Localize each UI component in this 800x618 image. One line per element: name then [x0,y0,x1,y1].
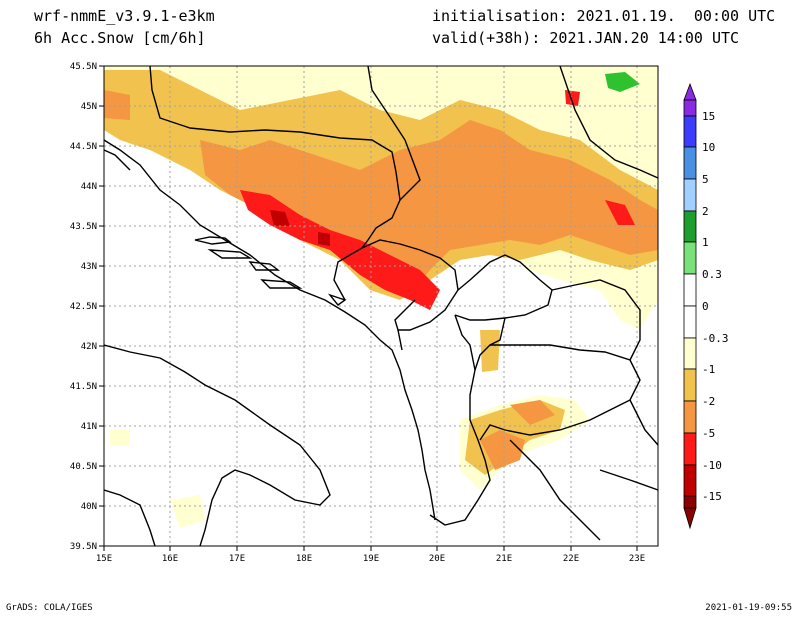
coastlines-borders [104,66,658,546]
colorbar-label: -10 [702,459,722,472]
valid-time: valid(+38h): 2021.JAN.20 14:00 UTC [432,29,740,47]
colorbar-bottom-arrow [683,507,697,530]
colorbar-label: -15 [702,490,722,503]
colorbar-swatch [683,146,697,180]
lon-label: 23E [629,554,645,564]
colorbar-swatch [683,241,697,275]
lon-label: 20E [429,554,445,564]
colorbar-label: 10 [702,141,715,154]
lat-label: 41N [81,422,97,432]
model-title: wrf-nmmE_v3.9.1-e3km [34,7,215,25]
colorbar-label: -1 [702,363,715,376]
map-plot-area [104,66,658,546]
colorbar-swatch [683,273,697,307]
colorbar-label: 1 [702,236,709,249]
lon-label: 15E [96,554,112,564]
lon-label: 19E [363,554,379,564]
lat-label: 43N [81,262,97,272]
colorbar-swatch [683,495,697,509]
footer-credit: GrADS: COLA/IGES [6,603,93,613]
footer-timestamp: 2021-01-19-09:55 [705,603,792,613]
lon-label: 22E [563,554,579,564]
lon-label: 17E [229,554,245,564]
colorbar-swatch [683,115,697,148]
initialisation-time: initialisation: 2021.01.19. 00:00 UTC [432,7,776,25]
colorbar-label: 2 [702,205,709,218]
axis-ticks [99,65,638,551]
colorbar-label: 5 [702,173,709,186]
lat-labels: 45.5N 45N 44.5N 44N 43.5N 43N 42.5N 42N … [70,62,97,552]
lon-label: 21E [496,554,512,564]
colorbar-swatch [683,432,697,466]
lon-label: 16E [162,554,178,564]
lat-label: 41.5N [70,382,97,392]
snow-field-red [240,90,635,310]
snow-field-green [605,72,640,92]
colorbar-label: 0 [702,300,709,313]
colorbar-swatch [683,178,697,212]
lat-label: 40N [81,502,97,512]
snow-field-orange [104,90,658,470]
lat-label: 43.5N [70,222,97,232]
colorbar-swatch [683,337,697,370]
lat-label: 45N [81,102,97,112]
colorbar-swatch [683,464,697,497]
colorbar-swatch [683,210,697,243]
colorbar-swatch [683,400,697,434]
colorbar-label: 0.3 [702,268,722,281]
snow-field-darkred [270,210,330,246]
lat-label: 39.5N [70,542,97,552]
lat-label: 40.5N [70,462,97,472]
lat-label: 44N [81,182,97,192]
variable-title: 6h Acc.Snow [cm/6h] [34,29,206,47]
lat-label: 42N [81,342,97,352]
lon-label: 18E [296,554,312,564]
lat-label: 42.5N [70,302,97,312]
colorbar-top-arrow [683,82,697,101]
colorbar-swatch [683,368,697,402]
lat-label: 45.5N [70,62,97,72]
colorbar-label: -2 [702,395,715,408]
colorbar [683,82,697,530]
colorbar-label: -5 [702,427,715,440]
colorbar-swatch [683,305,697,339]
lat-label: 44.5N [70,142,97,152]
lon-labels: 15E 16E 17E 18E 19E 20E 21E 22E 23E [96,554,645,564]
colorbar-label: -0.3 [702,332,729,345]
colorbar-label: 15 [702,110,715,123]
colorbar-labels: 15 10 5 2 1 0.3 0 -0.3 -1 -2 -5 -10 -15 [702,110,729,503]
colorbar-swatch [683,99,697,117]
